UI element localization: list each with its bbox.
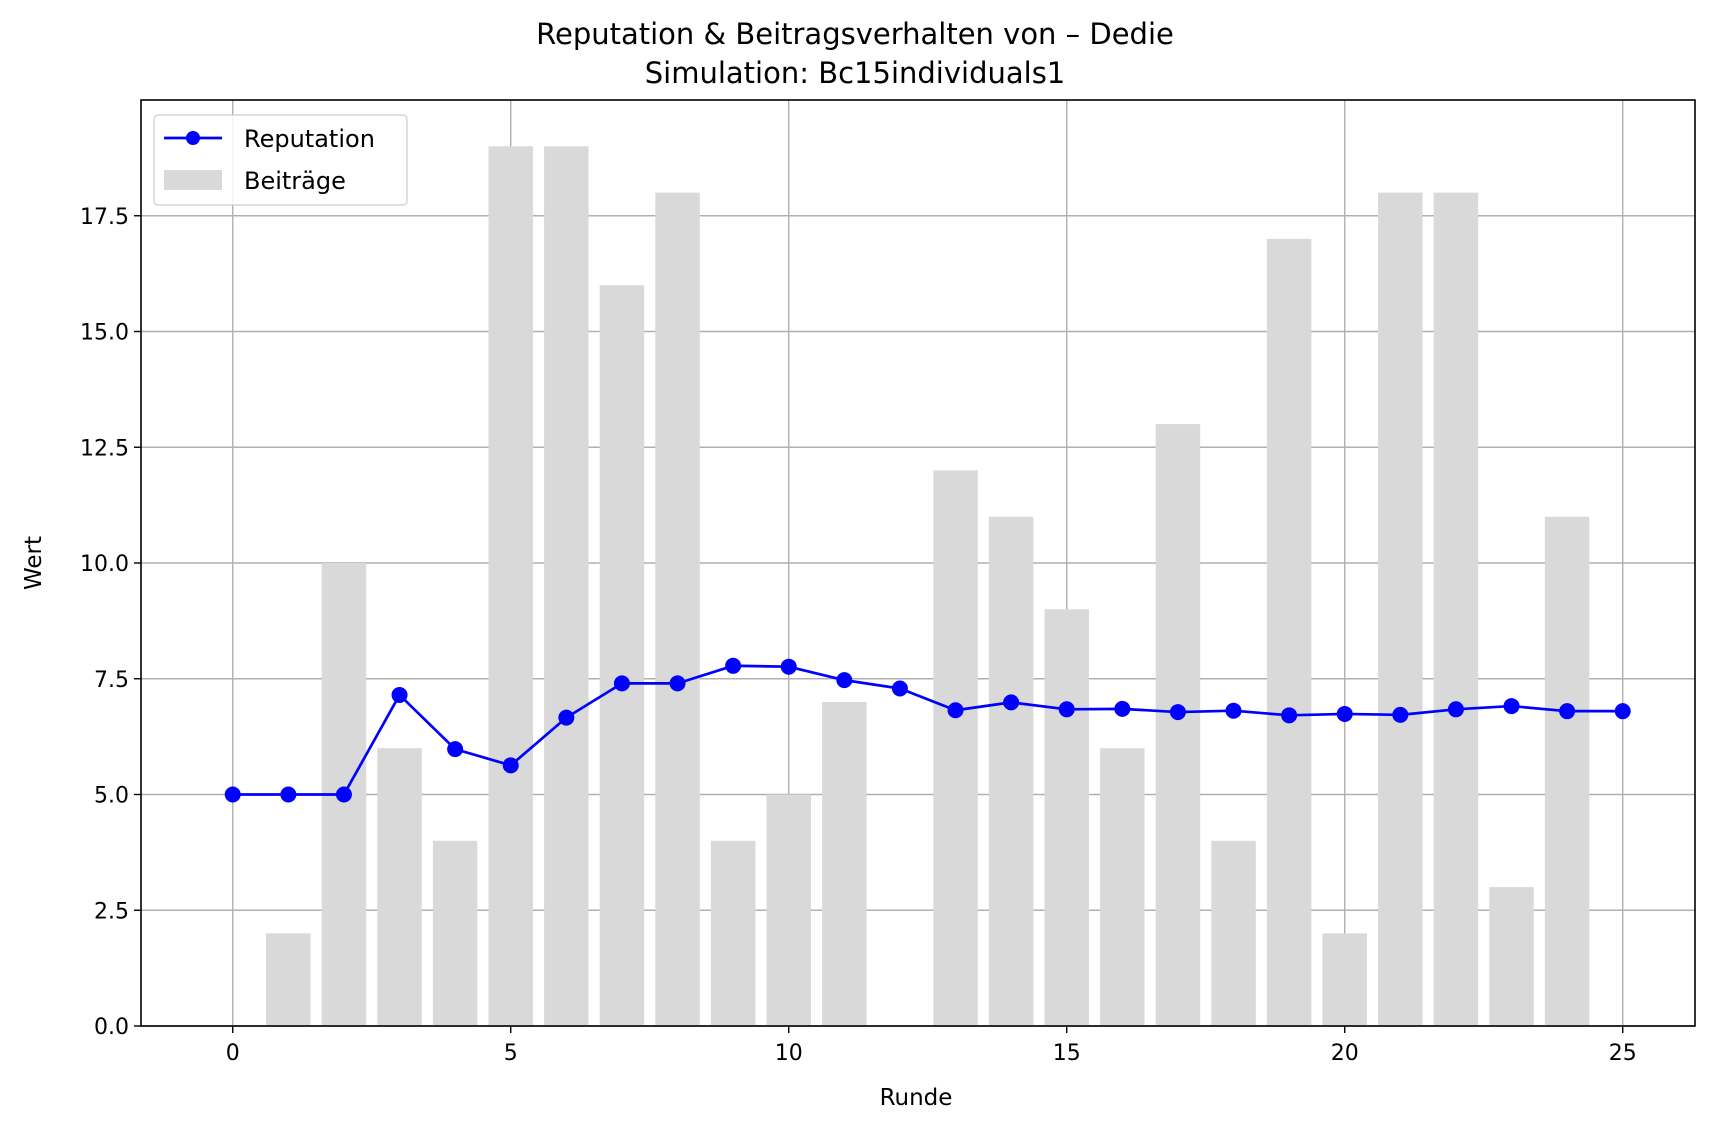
line-series — [224, 657, 1631, 803]
reputation-point — [447, 741, 464, 758]
reputation-point — [1281, 707, 1298, 724]
legend-beitraege-label: Beiträge — [244, 167, 346, 195]
bar — [599, 285, 645, 1026]
reputation-point — [836, 672, 853, 689]
reputation-point — [1336, 705, 1353, 722]
reputation-point — [558, 709, 575, 726]
bar — [1322, 933, 1367, 1026]
reputation-point — [891, 680, 908, 697]
legend: Reputation Beiträge — [153, 114, 408, 206]
reputation-point — [224, 786, 241, 803]
reputation-point — [1614, 703, 1631, 720]
bar — [766, 794, 811, 1026]
chart-subtitle: Simulation: Bc15individuals1 — [645, 56, 1066, 90]
bar — [1544, 516, 1590, 1026]
reputation-point — [1559, 703, 1576, 720]
reputation-point — [1169, 704, 1186, 721]
bar — [1211, 840, 1256, 1026]
reputation-point — [280, 786, 297, 803]
chart-title: Reputation & Beitragsverhalten von – Ded… — [536, 17, 1174, 51]
reputation-point — [1058, 701, 1075, 718]
reputation-point — [725, 657, 742, 674]
reputation-point — [947, 702, 964, 719]
x-tick-label: 10 — [775, 1041, 803, 1066]
y-tick-label: 7.5 — [94, 668, 129, 693]
bar — [432, 840, 478, 1026]
legend-reputation-label: Reputation — [244, 125, 375, 153]
reputation-line — [232, 664, 1623, 796]
reputation-point — [1225, 702, 1242, 719]
y-tick-label: 17.5 — [80, 205, 129, 230]
x-tick-label: 20 — [1331, 1041, 1359, 1066]
y-tick-label: 5.0 — [94, 784, 129, 809]
bar — [1489, 887, 1534, 1026]
bar — [1433, 192, 1479, 1027]
legend-beitraege-swatch — [164, 170, 222, 190]
reputation-point — [669, 675, 686, 692]
reputation-point — [1003, 694, 1020, 711]
reputation-point — [1447, 701, 1464, 718]
y-axis-label: Wert — [21, 536, 47, 590]
legend-reputation-marker — [186, 131, 200, 145]
x-axis: 0 5 10 15 20 25 — [226, 1026, 1637, 1066]
x-tick-label: 5 — [504, 1041, 518, 1066]
bar — [266, 933, 311, 1026]
reputation-point — [502, 757, 519, 774]
y-tick-label: 12.5 — [80, 436, 129, 461]
y-tick-label: 0.0 — [94, 1015, 129, 1040]
bar — [933, 470, 978, 1026]
y-tick-label: 15.0 — [80, 321, 129, 346]
bar — [710, 840, 756, 1026]
bar — [544, 146, 589, 1027]
bar — [988, 516, 1034, 1026]
bar — [1044, 609, 1089, 1026]
bar — [1266, 238, 1312, 1026]
bar — [488, 146, 533, 1027]
y-tick-label: 10.0 — [80, 552, 129, 577]
x-axis-label: Runde — [880, 1085, 953, 1111]
reputation-point — [1392, 706, 1409, 723]
x-tick-label: 0 — [226, 1041, 240, 1066]
bar — [377, 748, 422, 1026]
bar — [822, 701, 867, 1026]
reputation-point — [1503, 698, 1520, 715]
x-tick-label: 15 — [1053, 1041, 1081, 1066]
bar — [1378, 192, 1423, 1027]
bar — [1100, 748, 1145, 1026]
bar — [1155, 424, 1201, 1027]
reputation-point — [391, 686, 408, 703]
x-tick-label: 25 — [1609, 1041, 1637, 1066]
reputation-point — [613, 675, 630, 692]
bar-series — [266, 146, 1590, 1027]
bar — [655, 192, 700, 1027]
reputation-point — [1114, 700, 1131, 717]
reputation-point — [780, 658, 797, 675]
y-tick-label: 2.5 — [94, 899, 129, 924]
y-axis: 0.0 2.5 5.0 7.5 10.0 12.5 15.0 17.5 — [80, 205, 141, 1040]
reputation-point — [335, 786, 352, 803]
